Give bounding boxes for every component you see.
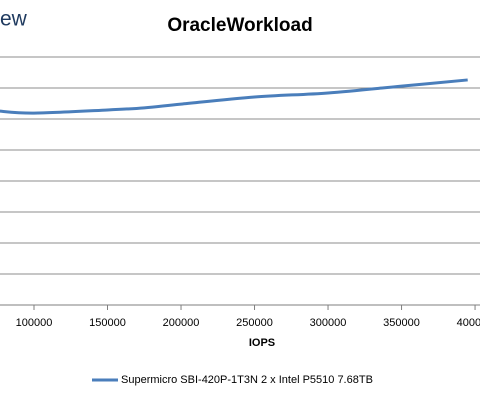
x-tick-label: 200000 xyxy=(163,317,200,329)
x-tick-label: 300000 xyxy=(310,317,347,329)
x-tick-label: 400000 xyxy=(457,317,480,329)
x-axis-label: IOPS xyxy=(249,337,275,349)
logo: ew xyxy=(0,8,28,31)
x-tick-label: 350000 xyxy=(383,317,420,329)
x-tick-label: 250000 xyxy=(236,317,273,329)
x-tick-label: 100000 xyxy=(16,317,53,329)
chart-title: OracleWorkload xyxy=(167,15,312,36)
x-tick-label: 150000 xyxy=(89,317,126,329)
series-line xyxy=(0,78,468,115)
legend-label: Supermicro SBI-420P-1T3N 2 x Intel P5510… xyxy=(121,374,373,386)
